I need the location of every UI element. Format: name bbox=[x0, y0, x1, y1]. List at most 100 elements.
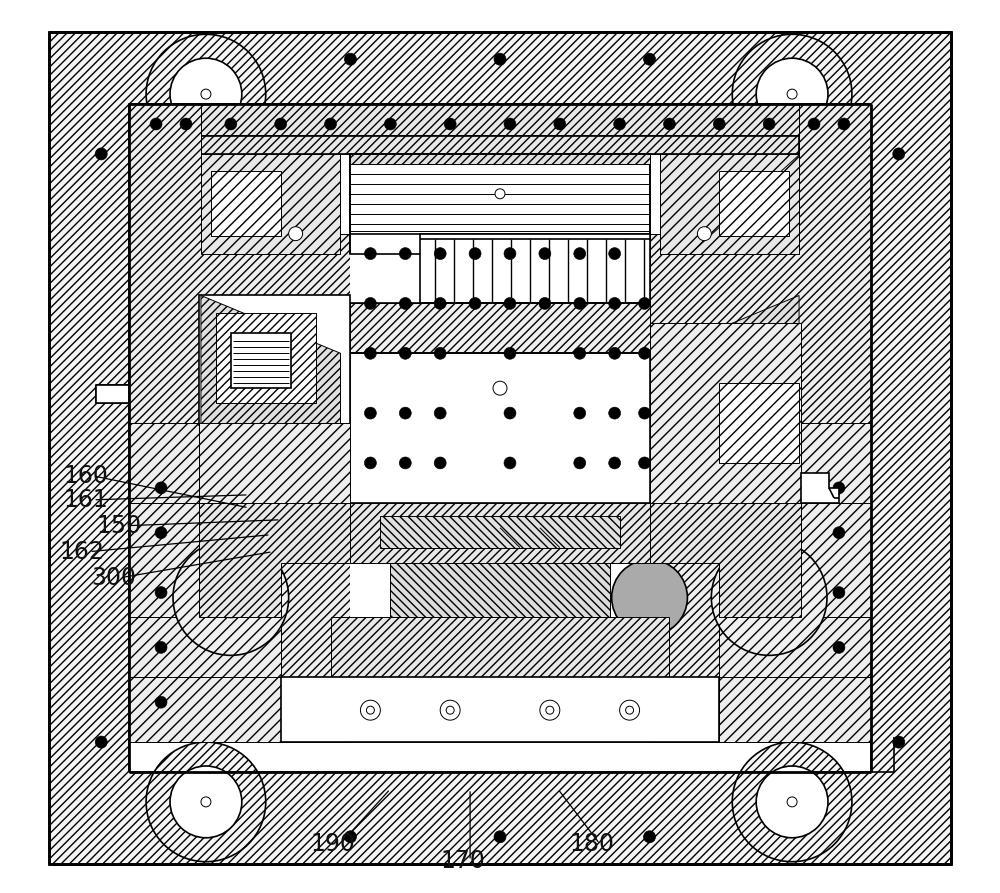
Polygon shape bbox=[129, 104, 350, 742]
Polygon shape bbox=[650, 104, 871, 742]
Circle shape bbox=[366, 706, 374, 714]
Circle shape bbox=[364, 347, 376, 359]
Polygon shape bbox=[199, 503, 350, 617]
Polygon shape bbox=[201, 296, 340, 425]
Circle shape bbox=[384, 118, 396, 130]
Circle shape bbox=[155, 482, 167, 494]
Bar bbox=[719, 383, 799, 463]
Circle shape bbox=[763, 118, 775, 130]
Circle shape bbox=[494, 830, 506, 843]
Circle shape bbox=[360, 700, 380, 720]
Circle shape bbox=[170, 766, 242, 838]
Bar bbox=[281, 677, 719, 742]
Bar bbox=[350, 154, 650, 164]
Circle shape bbox=[364, 247, 376, 260]
Circle shape bbox=[95, 148, 107, 160]
Circle shape bbox=[364, 407, 376, 419]
Circle shape bbox=[155, 641, 167, 654]
Circle shape bbox=[749, 578, 789, 617]
Circle shape bbox=[697, 227, 711, 240]
Circle shape bbox=[574, 247, 586, 260]
Bar bbox=[331, 617, 669, 677]
Circle shape bbox=[833, 587, 845, 598]
Circle shape bbox=[146, 34, 266, 154]
Bar bbox=[216, 313, 316, 403]
Circle shape bbox=[787, 89, 797, 99]
Circle shape bbox=[493, 381, 507, 396]
Circle shape bbox=[609, 247, 621, 260]
Bar bbox=[350, 154, 650, 742]
Circle shape bbox=[833, 482, 845, 494]
Bar bbox=[211, 171, 281, 236]
Circle shape bbox=[546, 706, 554, 714]
Circle shape bbox=[504, 247, 516, 260]
Circle shape bbox=[275, 118, 287, 130]
Circle shape bbox=[180, 118, 192, 130]
Circle shape bbox=[644, 54, 656, 65]
Circle shape bbox=[539, 247, 551, 260]
Circle shape bbox=[201, 797, 211, 807]
Circle shape bbox=[713, 118, 725, 130]
Circle shape bbox=[504, 347, 516, 359]
Circle shape bbox=[554, 118, 566, 130]
Bar bbox=[719, 503, 871, 617]
Circle shape bbox=[893, 148, 905, 160]
Text: 150: 150 bbox=[96, 513, 141, 538]
Circle shape bbox=[609, 457, 621, 469]
Bar bbox=[96, 385, 129, 403]
Circle shape bbox=[344, 830, 356, 843]
Bar bbox=[650, 323, 801, 503]
Polygon shape bbox=[650, 503, 801, 617]
Bar bbox=[201, 136, 799, 154]
Bar bbox=[420, 234, 650, 304]
Circle shape bbox=[434, 407, 446, 419]
Circle shape bbox=[612, 560, 687, 636]
Circle shape bbox=[412, 560, 488, 636]
Circle shape bbox=[155, 697, 167, 708]
Circle shape bbox=[574, 457, 586, 469]
Circle shape bbox=[626, 706, 634, 714]
Bar bbox=[350, 154, 650, 254]
Circle shape bbox=[155, 527, 167, 538]
Circle shape bbox=[609, 297, 621, 310]
Bar bbox=[199, 296, 350, 425]
Bar bbox=[350, 503, 650, 563]
Circle shape bbox=[469, 297, 481, 310]
Circle shape bbox=[434, 297, 446, 310]
Circle shape bbox=[440, 700, 460, 720]
Circle shape bbox=[639, 457, 651, 469]
Bar bbox=[801, 423, 871, 503]
Circle shape bbox=[364, 457, 376, 469]
Circle shape bbox=[170, 58, 242, 130]
Circle shape bbox=[644, 830, 656, 843]
Circle shape bbox=[495, 188, 505, 199]
Bar bbox=[199, 423, 350, 503]
Circle shape bbox=[639, 347, 651, 359]
Circle shape bbox=[620, 700, 640, 720]
Circle shape bbox=[711, 539, 827, 655]
Circle shape bbox=[504, 297, 516, 310]
Bar bbox=[129, 423, 199, 503]
Circle shape bbox=[833, 641, 845, 654]
Circle shape bbox=[639, 407, 651, 419]
Circle shape bbox=[469, 247, 481, 260]
Circle shape bbox=[574, 407, 586, 419]
Circle shape bbox=[399, 347, 411, 359]
Bar bbox=[129, 503, 281, 617]
Bar bbox=[129, 104, 871, 772]
Text: 170: 170 bbox=[440, 848, 485, 872]
Bar bbox=[129, 617, 281, 677]
Polygon shape bbox=[201, 154, 340, 254]
Circle shape bbox=[756, 766, 828, 838]
Circle shape bbox=[663, 118, 675, 130]
Bar bbox=[719, 617, 871, 677]
Circle shape bbox=[893, 736, 905, 748]
Polygon shape bbox=[660, 154, 799, 254]
Circle shape bbox=[155, 587, 167, 598]
Circle shape bbox=[399, 247, 411, 260]
Bar bbox=[350, 304, 650, 354]
Circle shape bbox=[609, 347, 621, 359]
Circle shape bbox=[225, 118, 237, 130]
Circle shape bbox=[787, 797, 797, 807]
Circle shape bbox=[173, 539, 289, 655]
